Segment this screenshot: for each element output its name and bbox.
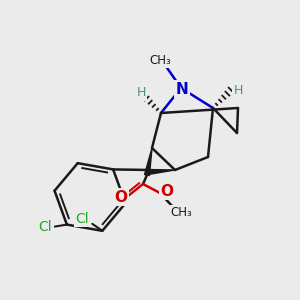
Text: Cl: Cl: [76, 212, 89, 226]
Text: O: O: [115, 190, 128, 205]
Text: Cl: Cl: [38, 220, 52, 234]
Text: N: N: [176, 82, 188, 97]
Text: H: H: [136, 86, 146, 100]
Polygon shape: [145, 148, 152, 176]
Polygon shape: [148, 169, 175, 175]
Text: CH₃: CH₃: [170, 206, 192, 218]
Text: H: H: [233, 83, 243, 97]
Text: CH₃: CH₃: [149, 55, 171, 68]
Text: O: O: [160, 184, 173, 199]
